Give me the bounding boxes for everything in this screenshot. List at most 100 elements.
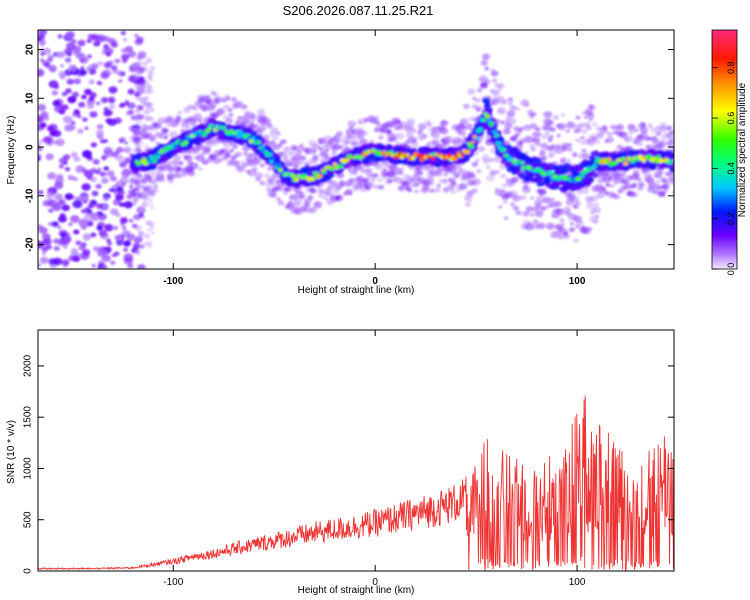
spectral-cell	[196, 154, 205, 162]
spectral-cell	[119, 177, 129, 185]
spectral-cell	[483, 78, 491, 85]
spectral-cell	[661, 193, 666, 197]
spectral-cell	[450, 190, 456, 194]
spectral-cell	[594, 214, 600, 219]
spectral-cell	[198, 166, 203, 171]
spectral-cell	[235, 151, 242, 157]
spectral-cell	[54, 193, 63, 201]
spectral-cell	[250, 136, 256, 141]
spectral-cell	[62, 245, 68, 249]
spectral-cell	[95, 101, 101, 106]
spectral-cell	[563, 142, 568, 147]
colorbar: 0.0 0.2 0.4 0.6 0.8 Normalized spectral ampl…	[711, 29, 748, 275]
spectral-cell	[338, 164, 343, 169]
spectral-cell	[127, 263, 134, 269]
spectral-cell	[554, 201, 562, 208]
spectral-cell	[581, 129, 588, 135]
spectral-cell	[502, 157, 508, 162]
spectral-cell	[638, 182, 645, 188]
spectral-cell	[134, 75, 141, 80]
spectral-cell	[596, 191, 606, 199]
spectral-cell	[294, 198, 303, 205]
spectral-cell	[636, 177, 642, 182]
spectral-cell	[500, 120, 505, 125]
spectral-cell	[115, 154, 125, 162]
spectral-cell	[282, 139, 288, 144]
spectral-cell	[501, 183, 508, 188]
spectral-cell	[193, 162, 199, 167]
spectral-cell	[319, 158, 326, 163]
spectral-cell	[378, 135, 384, 140]
spectral-cell	[329, 173, 335, 178]
spectral-cell	[124, 141, 129, 145]
spectral-cell	[488, 122, 494, 127]
spectral-cell	[86, 54, 93, 59]
spectral-cell	[103, 196, 109, 202]
spectral-cell	[285, 147, 290, 151]
spectral-cell	[422, 134, 428, 138]
spectral-cell	[55, 138, 65, 147]
spectral-cell	[559, 218, 565, 223]
spectral-cell	[63, 154, 71, 161]
spectral-cell	[497, 83, 505, 89]
spectral-cell	[504, 122, 513, 129]
spectral-cell	[429, 153, 434, 157]
spectral-cell	[177, 110, 183, 115]
spectral-cell	[70, 151, 78, 158]
spectral-cell	[108, 104, 116, 110]
spectral-cell	[108, 96, 116, 103]
spectral-cell	[153, 184, 159, 189]
spectral-cell	[669, 166, 674, 173]
spectral-cell	[410, 128, 417, 134]
spectral-cell	[310, 189, 317, 194]
spectral-cell	[81, 183, 91, 191]
spectral-cell	[590, 211, 595, 215]
snr-xtick-label: 0	[372, 577, 378, 588]
spectral-cell	[184, 130, 192, 136]
spectral-cell	[440, 120, 449, 127]
spectral-cell	[90, 232, 97, 238]
spectral-cell	[139, 192, 149, 200]
spectral-cell	[430, 156, 436, 161]
spectral-cell	[587, 177, 595, 183]
spectral-cell	[242, 162, 249, 168]
spectral-cell	[110, 41, 119, 48]
spectral-cell	[575, 176, 582, 182]
spectral-cell	[85, 67, 91, 72]
spectral-cell	[507, 97, 514, 102]
spectral-cell	[216, 107, 226, 115]
spectral-cell	[270, 192, 278, 198]
colorbar-tick-label: 0.4	[726, 162, 736, 175]
spectral-cell	[426, 122, 432, 127]
colorbar-tick-label: 0.6	[726, 112, 736, 125]
spectral-cell	[672, 190, 674, 195]
spectral-cell	[640, 122, 646, 127]
spectral-cell	[671, 129, 674, 136]
spectral-cell	[465, 202, 471, 207]
spectral-cell	[374, 115, 380, 120]
spectral-cell	[57, 225, 62, 229]
spectral-cell	[151, 162, 158, 167]
spectral-cell	[58, 70, 65, 77]
spectral-cell	[323, 196, 328, 200]
spectral-cell	[266, 123, 273, 129]
spectral-cell	[71, 91, 80, 98]
spectral-cell	[265, 118, 272, 123]
spectral-cell	[616, 123, 624, 130]
spectrogram-xtick-label: 0	[372, 276, 378, 287]
spectral-cell	[60, 232, 66, 238]
spectral-cell	[492, 130, 498, 134]
spectral-cell	[169, 145, 174, 150]
spectral-cell	[486, 174, 495, 182]
spectral-cell	[264, 135, 270, 140]
spectral-cell	[114, 234, 119, 239]
spectral-cell	[163, 135, 169, 140]
spectral-cell	[166, 122, 172, 128]
spectral-cell	[515, 107, 521, 111]
spectral-cell	[313, 201, 323, 209]
spectral-cell	[536, 133, 543, 138]
spectral-cell	[39, 139, 44, 144]
colorbar-tick-label: 0.8	[726, 61, 736, 74]
spectral-cell	[268, 149, 274, 154]
spectral-cell	[131, 167, 140, 175]
